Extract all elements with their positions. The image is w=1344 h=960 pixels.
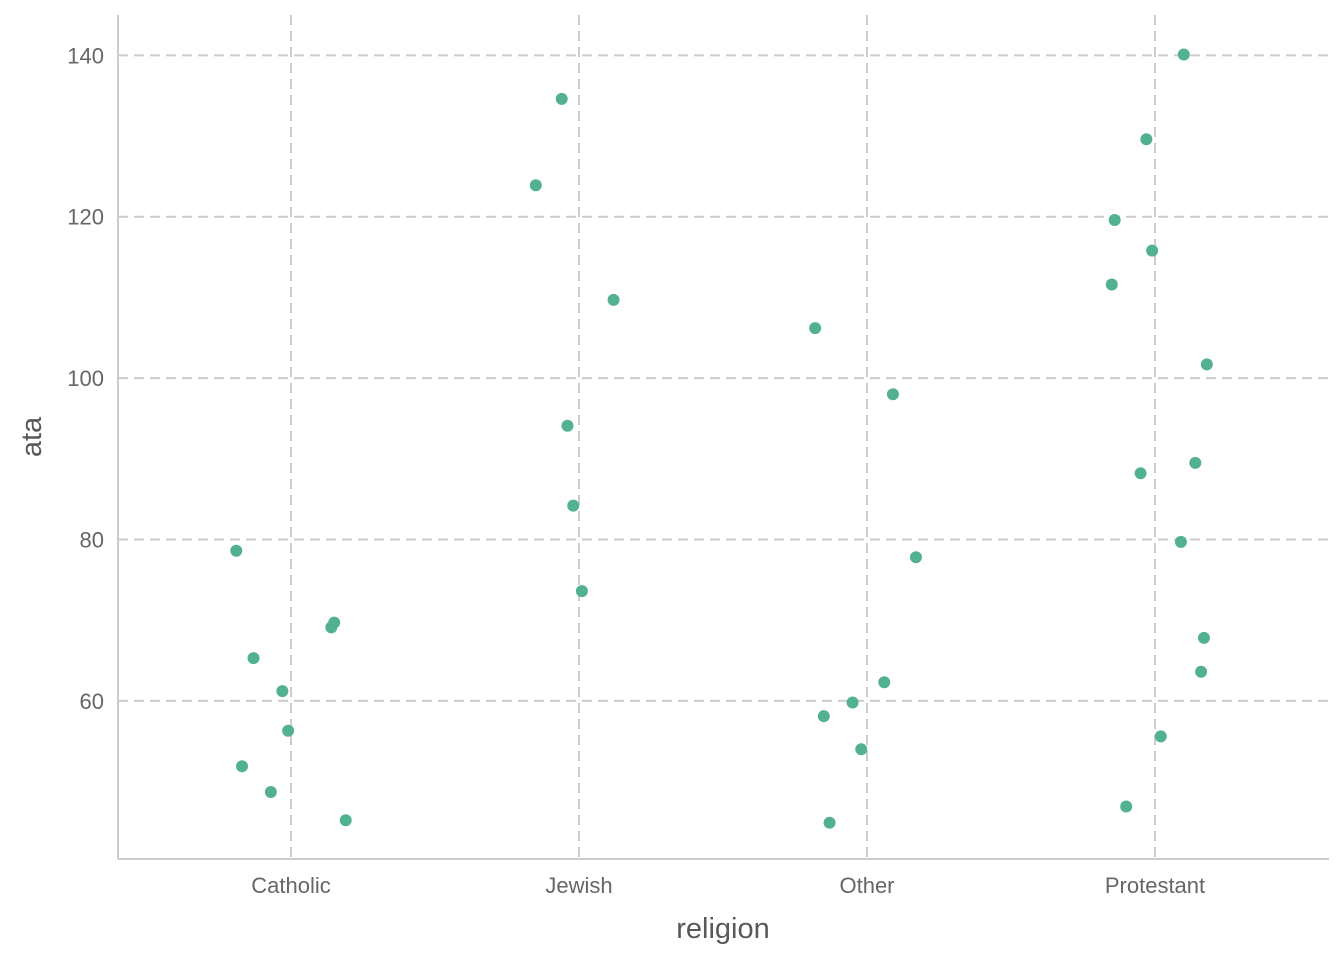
data-point xyxy=(575,585,588,598)
y-axis-title: ata xyxy=(16,416,48,457)
data-point xyxy=(1120,800,1133,813)
data-point xyxy=(236,760,249,773)
data-point xyxy=(1195,665,1208,678)
data-point xyxy=(1189,456,1202,469)
data-point xyxy=(855,743,868,756)
data-point xyxy=(529,179,542,192)
data-point xyxy=(282,724,295,737)
y-tick-label: 140 xyxy=(67,43,104,68)
data-point xyxy=(1140,133,1153,146)
data-point xyxy=(561,419,574,432)
data-point xyxy=(846,696,859,709)
data-point xyxy=(1200,358,1213,371)
data-point xyxy=(264,786,277,799)
y-tick-label: 80 xyxy=(80,527,104,552)
data-point xyxy=(230,544,243,557)
y-tick-label: 120 xyxy=(67,205,104,230)
x-axis-title: religion xyxy=(676,913,770,945)
x-tick-labels: Catholic Jewish Other Protestant xyxy=(251,873,1205,898)
data-point xyxy=(247,652,260,665)
data-point xyxy=(1146,244,1159,257)
x-tick-label: Other xyxy=(839,873,894,898)
x-tick-label: Catholic xyxy=(251,873,330,898)
data-point xyxy=(567,499,580,512)
data-point xyxy=(555,92,568,105)
data-point xyxy=(823,816,836,829)
y-tick-label: 100 xyxy=(67,366,104,391)
data-point xyxy=(339,814,352,827)
y-tick-labels: 60 80 100 120 140 xyxy=(67,43,104,714)
data-point xyxy=(607,293,620,306)
x-tick-label: Protestant xyxy=(1105,873,1205,898)
data-point xyxy=(909,551,922,564)
data-point xyxy=(276,685,289,698)
data-point xyxy=(1177,48,1190,61)
x-gridlines xyxy=(290,15,1156,859)
data-point xyxy=(1197,631,1210,644)
data-point xyxy=(1174,535,1187,548)
data-point xyxy=(809,322,822,335)
data-point xyxy=(1134,467,1147,480)
data-point xyxy=(878,676,891,689)
y-tick-label: 60 xyxy=(80,689,104,714)
data-point xyxy=(328,616,341,629)
data-point xyxy=(817,710,830,723)
x-tick-label: Jewish xyxy=(545,873,612,898)
data-point xyxy=(1105,278,1118,291)
data-point xyxy=(1154,730,1167,743)
data-point xyxy=(1108,213,1121,226)
data-points xyxy=(230,48,1213,829)
data-point xyxy=(886,388,899,401)
y-gridlines xyxy=(118,54,1329,702)
